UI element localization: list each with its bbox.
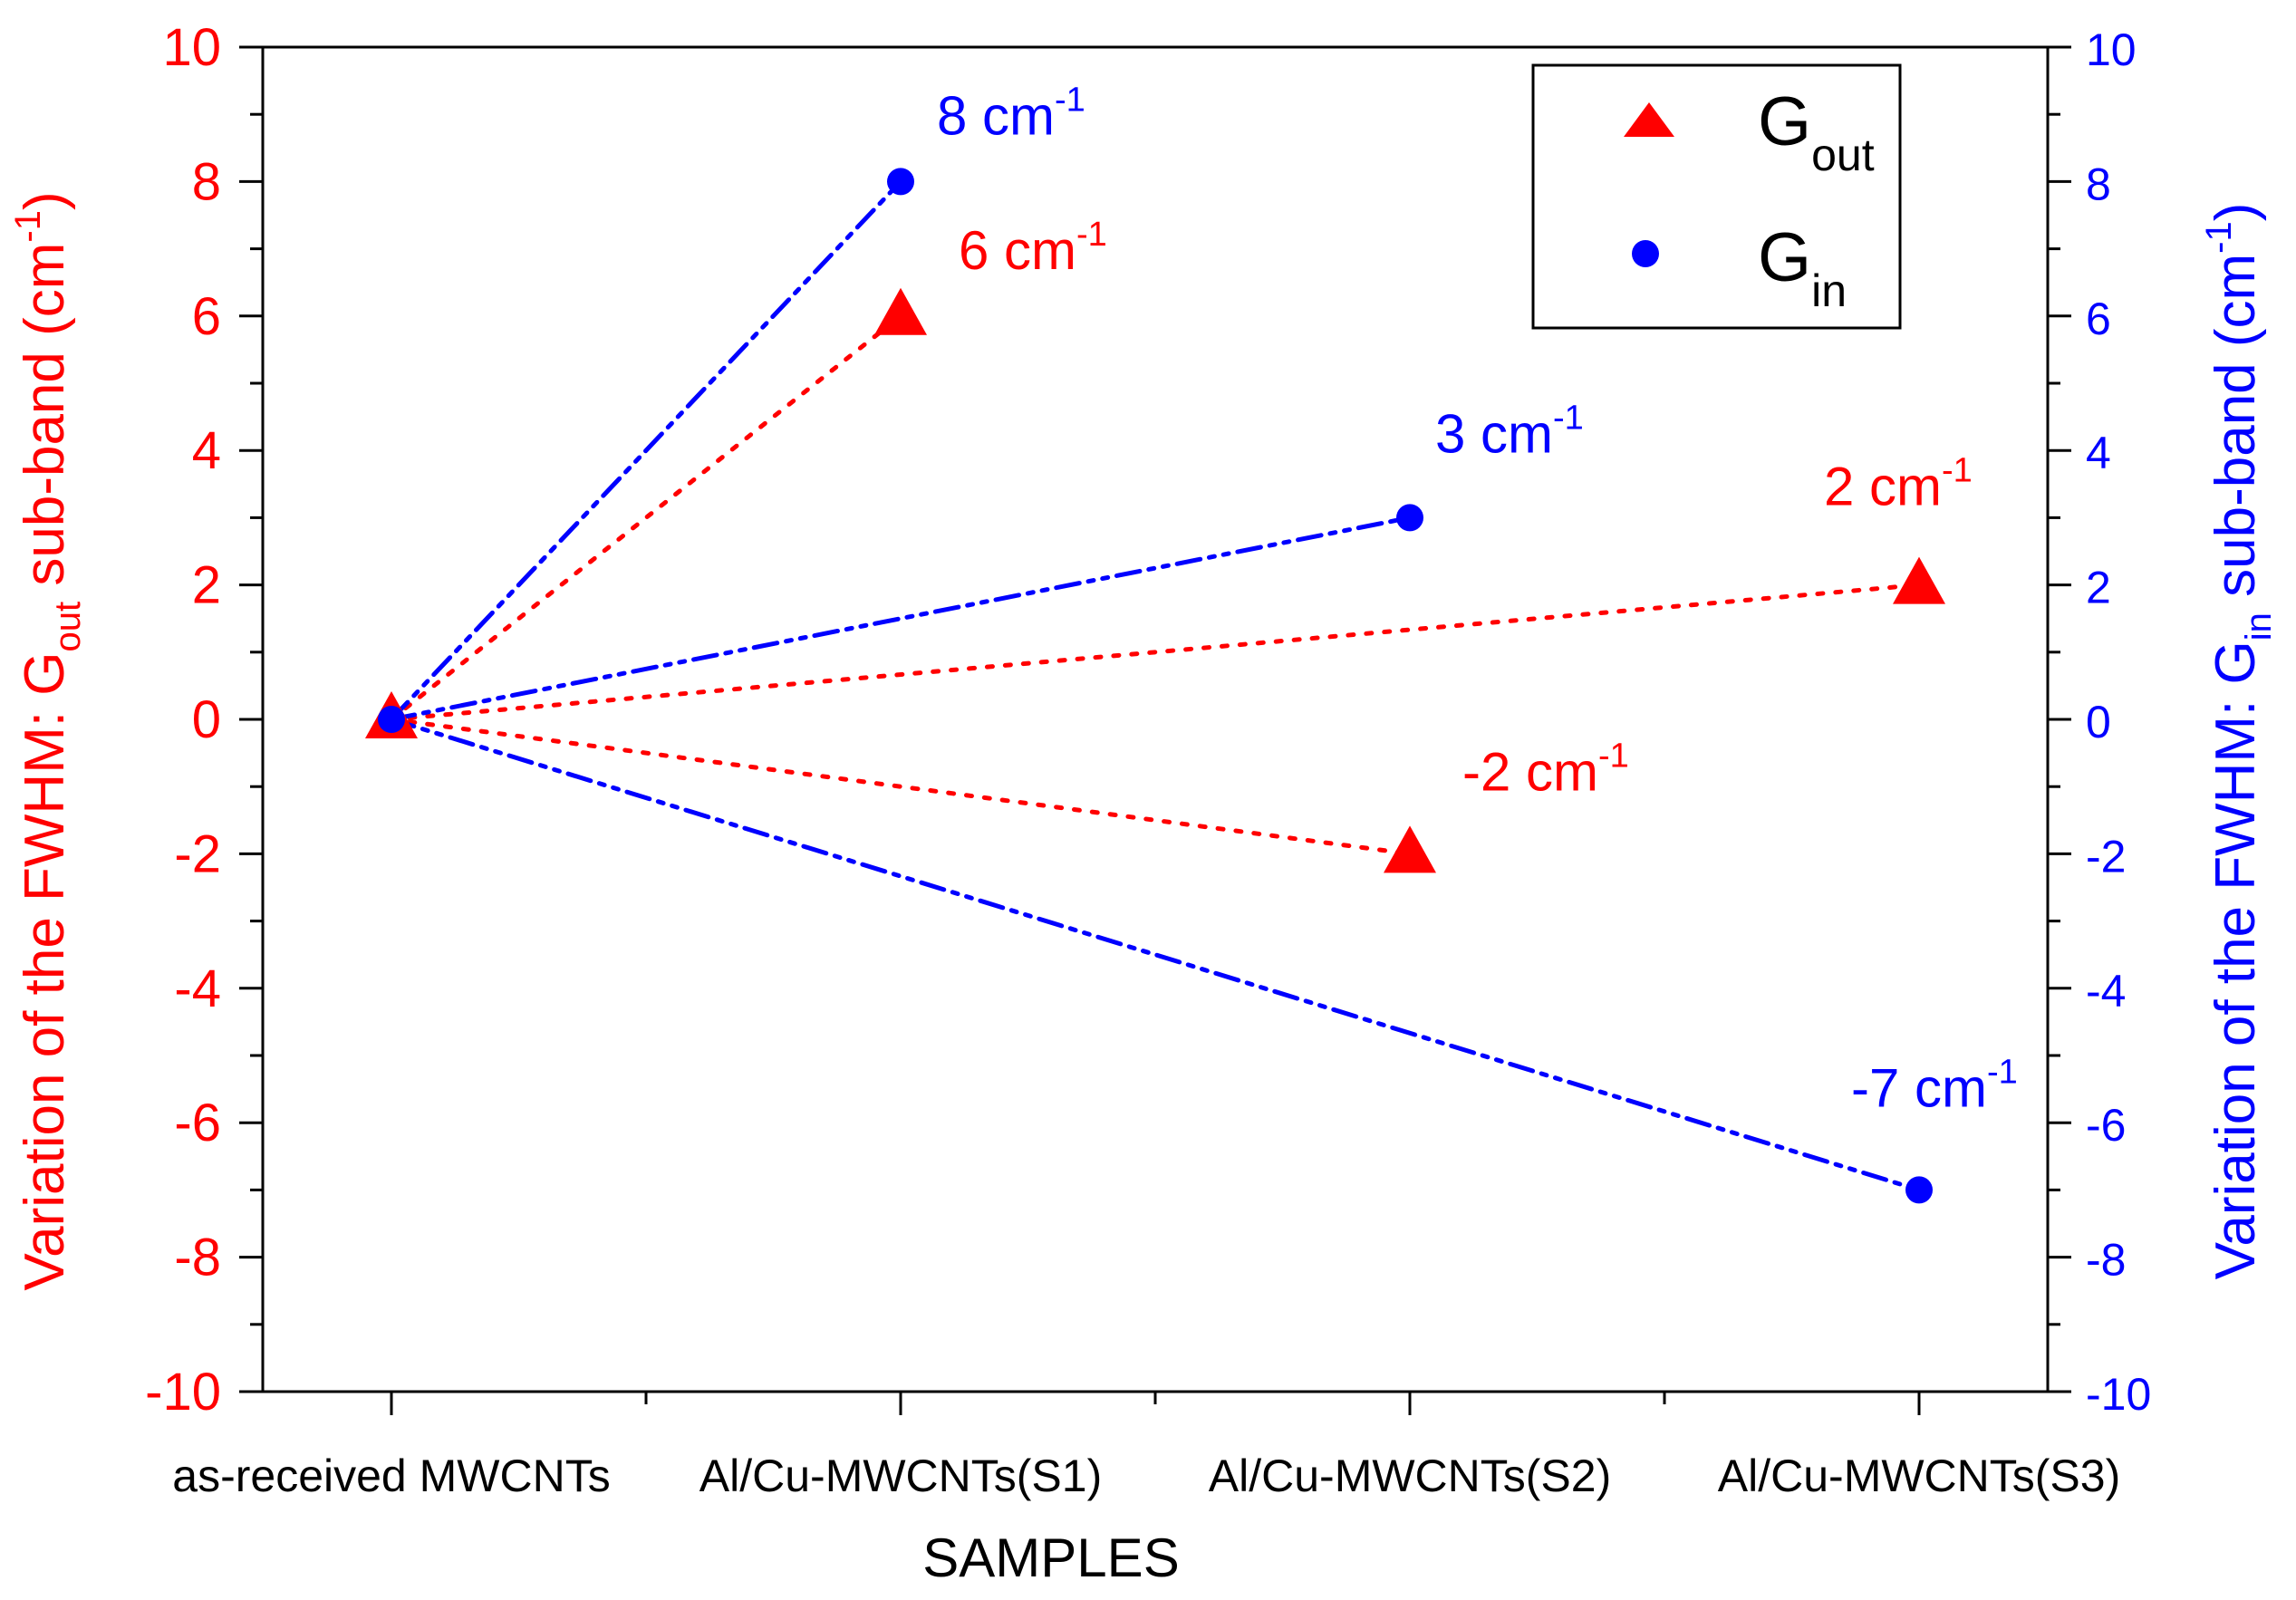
x-tick-label: as-received MWCNTs xyxy=(172,1451,610,1501)
x-axis-label: SAMPLES xyxy=(922,1528,1179,1588)
x-tick-label: Al/Cu-MWCNTs(S2) xyxy=(1209,1451,1611,1501)
right-y-tick-label: 0 xyxy=(2086,697,2111,747)
left-y-axis-label: Variation of the FWHM: Gout sub-band (cm… xyxy=(8,191,88,1290)
left-y-tick-label: 2 xyxy=(192,556,221,615)
right-y-tick-label: -8 xyxy=(2086,1235,2126,1286)
left-y-tick-label: 10 xyxy=(162,18,221,77)
left-y-tick-label: -4 xyxy=(174,959,221,1018)
axes-layer: -10 -10 -8 -8 -6 -6 -4 -4 -2 -2 0 0 2 2 4 4 6 6 8 8 10 10 as-r… xyxy=(145,18,2151,1501)
right-y-tick-label: -10 xyxy=(2086,1369,2151,1420)
legend: Gout Gin xyxy=(1531,63,1902,330)
gout-point xyxy=(1384,825,1436,873)
g-out-annotation: 6 cm-1 xyxy=(959,216,1107,281)
right-y-tick-label: 2 xyxy=(2086,563,2111,613)
g-in-line xyxy=(389,717,1922,1192)
g-out-annotation: 2 cm-1 xyxy=(1824,452,1973,517)
legend-gin-label: Gin xyxy=(1758,219,1847,316)
left-y-tick-label: 8 xyxy=(192,152,221,211)
gin-point xyxy=(887,168,914,196)
g-out-line xyxy=(389,313,903,722)
right-y-tick-label: -2 xyxy=(2086,831,2126,882)
right-y-tick-label: 10 xyxy=(2086,24,2137,75)
g-in-annotation: -7 cm-1 xyxy=(1851,1053,2018,1118)
g-in-line xyxy=(389,178,903,722)
left-y-tick-label: -6 xyxy=(174,1094,221,1152)
g-out-annotation: -2 cm-1 xyxy=(1462,737,1629,802)
g-in-annotation: 3 cm-1 xyxy=(1435,399,1584,464)
legend-circle-marker xyxy=(1632,240,1659,267)
gout-point xyxy=(1893,556,1945,604)
g-in-line xyxy=(389,515,1413,722)
right-y-tick-label: -6 xyxy=(2086,1100,2126,1151)
left-y-tick-label: 4 xyxy=(192,421,221,480)
right-y-tick-label: 8 xyxy=(2086,159,2111,209)
labels-layer: 6 cm-1 -2 cm-1 2 cm-1 8 cm-1 3 cm-1 -7 cm-1 xyxy=(937,81,2018,1118)
g-in-annotation: 8 cm-1 xyxy=(937,81,1085,146)
series-markers-layer xyxy=(365,168,1945,1204)
left-y-tick-label: -8 xyxy=(174,1229,221,1287)
series-lines-layer xyxy=(389,178,1922,1192)
g-out-line xyxy=(389,583,1922,722)
right-y-axis-label: Variation of the FWHM: Gin sub-band (cm-… xyxy=(2199,203,2279,1280)
gin-point xyxy=(1905,1176,1933,1204)
legend-triangle-marker xyxy=(1624,102,1674,137)
legend-box xyxy=(1531,63,1902,330)
gin-point xyxy=(378,706,405,733)
x-tick-label: Al/Cu-MWCNTs(S1) xyxy=(699,1451,1102,1501)
right-y-tick-label: -4 xyxy=(2086,966,2126,1017)
left-y-tick-label: 6 xyxy=(192,287,221,346)
g-out-line xyxy=(389,717,1413,856)
right-y-tick-label: 4 xyxy=(2086,428,2111,478)
gout-point xyxy=(874,287,927,335)
x-tick-label: Al/Cu-MWCNTs(S3) xyxy=(1718,1451,2120,1501)
left-y-tick-label: 0 xyxy=(192,690,221,749)
right-y-tick-label: 6 xyxy=(2086,294,2111,344)
legend-gout-label: Gout xyxy=(1758,83,1875,180)
gin-point xyxy=(1396,504,1423,532)
left-y-tick-label: -10 xyxy=(145,1363,221,1422)
left-y-tick-label: -2 xyxy=(174,824,221,883)
